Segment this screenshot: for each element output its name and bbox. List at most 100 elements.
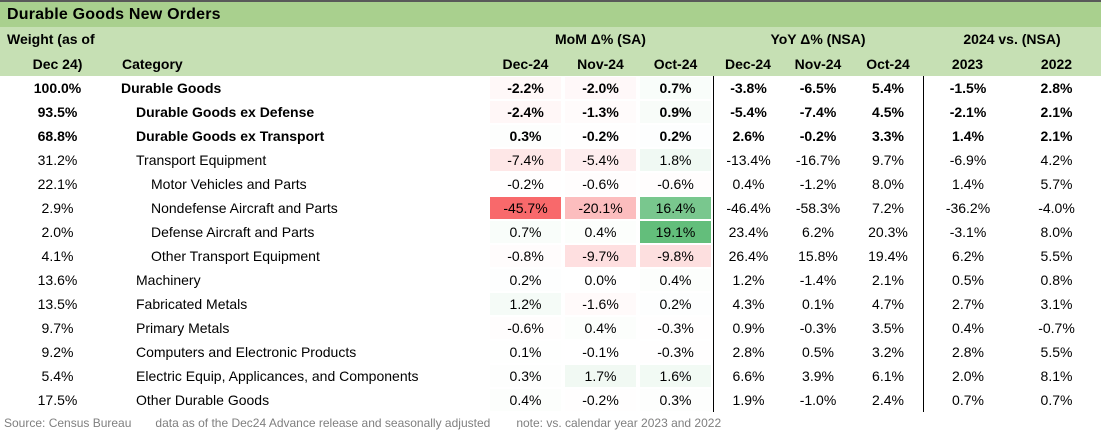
mom-value-cell: -0.3% bbox=[638, 316, 713, 340]
conditional-format-box: 1.6% bbox=[640, 365, 711, 387]
mom-value-cell: -20.1% bbox=[563, 196, 638, 220]
conditional-format-box: 0.4% bbox=[565, 317, 636, 339]
conditional-format-box: 0.2% bbox=[640, 125, 711, 147]
yoy-value-cell: 8.0% bbox=[872, 176, 904, 192]
yoy-value-cell: 4.3% bbox=[713, 292, 783, 316]
vs-value-cell: 2.1% bbox=[1040, 128, 1073, 144]
mom-value-cell: -0.6% bbox=[563, 172, 638, 196]
conditional-format-box: -2.2% bbox=[490, 77, 561, 99]
yoy-value-cell: -7.4% bbox=[799, 104, 837, 120]
column-header-mom-oct24: Oct-24 bbox=[653, 55, 698, 72]
yoy-value-cell: 9.7% bbox=[872, 152, 904, 168]
vs-value-cell: 0.5% bbox=[923, 268, 1012, 292]
mom-value-cell: 0.4% bbox=[563, 316, 638, 340]
mom-value-cell: -2.2% bbox=[488, 76, 563, 100]
category-header: Category bbox=[122, 55, 183, 72]
yoy-value-cell: 4.7% bbox=[872, 296, 904, 312]
vs-value-cell: 2.0% bbox=[923, 364, 1012, 388]
conditional-format-box: -45.7% bbox=[490, 197, 561, 219]
conditional-format-box: -7.4% bbox=[490, 149, 561, 171]
conditional-format-box: -0.6% bbox=[640, 173, 711, 195]
conditional-format-box: -2.4% bbox=[490, 101, 561, 123]
comparison-note: note: vs. calendar year 2023 and 2022 bbox=[516, 416, 722, 430]
yoy-value-cell: 0.1% bbox=[802, 296, 834, 312]
weight-cell: 2.0% bbox=[41, 224, 74, 240]
mom-value-cell: 1.7% bbox=[563, 364, 638, 388]
conditional-format-box: 19.1% bbox=[640, 221, 711, 243]
weight-cell: 22.1% bbox=[37, 176, 78, 192]
yoy-value-cell: 5.4% bbox=[872, 80, 904, 96]
conditional-format-box: 1.2% bbox=[490, 293, 561, 315]
vs-value-cell: 3.1% bbox=[1040, 296, 1073, 312]
yoy-value-cell: 2.6% bbox=[713, 124, 783, 148]
conditional-format-box: -0.8% bbox=[490, 245, 561, 267]
mom-value-cell: 1.6% bbox=[638, 364, 713, 388]
vs-value-cell: -4.0% bbox=[1038, 200, 1075, 216]
mom-value-cell: 0.4% bbox=[488, 388, 563, 412]
vs-value-cell: 4.2% bbox=[1040, 152, 1073, 168]
column-group-2024vs: 2024 vs. (NSA) bbox=[963, 31, 1061, 47]
mom-value-cell: 0.1% bbox=[488, 340, 563, 364]
yoy-value-cell: 6.2% bbox=[802, 224, 834, 240]
category-cell: Nondefense Aircraft and Parts bbox=[151, 200, 338, 216]
mom-value-cell: 0.3% bbox=[488, 124, 563, 148]
footer-note: Source: Census Bureau data as of the Dec… bbox=[0, 412, 1101, 434]
column-header-mom-dec24: Dec-24 bbox=[502, 55, 549, 72]
yoy-value-cell: 2.8% bbox=[713, 340, 783, 364]
mom-value-cell: -0.3% bbox=[638, 340, 713, 364]
mom-value-cell: 0.0% bbox=[563, 268, 638, 292]
conditional-format-box: 0.4% bbox=[490, 389, 561, 411]
yoy-value-cell: -16.7% bbox=[795, 152, 841, 168]
yoy-value-cell: 0.5% bbox=[802, 344, 834, 360]
vs-value-cell: 2.8% bbox=[1040, 80, 1073, 96]
header-column-row: Dec 24) Category Dec-24 Nov-24 Oct-24 De… bbox=[0, 51, 1101, 76]
conditional-format-box: 0.3% bbox=[490, 365, 561, 387]
yoy-value-cell: -6.5% bbox=[799, 80, 837, 96]
category-cell: Primary Metals bbox=[136, 320, 230, 336]
conditional-format-box: 0.4% bbox=[565, 221, 636, 243]
yoy-value-cell: 15.8% bbox=[798, 248, 838, 264]
conditional-format-box: 16.4% bbox=[640, 197, 711, 219]
report-title: Durable Goods New Orders bbox=[7, 5, 221, 23]
category-cell: Machinery bbox=[136, 272, 201, 288]
yoy-value-cell: -1.2% bbox=[799, 176, 837, 192]
mom-value-cell: -2.4% bbox=[488, 100, 563, 124]
weight-cell: 9.2% bbox=[41, 344, 74, 360]
category-cell: Durable Goods ex Defense bbox=[136, 104, 315, 120]
mom-value-cell: -0.2% bbox=[563, 124, 638, 148]
yoy-value-cell: 3.9% bbox=[802, 368, 834, 384]
conditional-format-box: 0.2% bbox=[640, 293, 711, 315]
mom-value-cell: -1.6% bbox=[563, 292, 638, 316]
mom-value-cell: -9.8% bbox=[638, 244, 713, 268]
vs-value-cell: -36.2% bbox=[923, 196, 1012, 220]
vs-value-cell: 6.2% bbox=[923, 244, 1012, 268]
yoy-value-cell: -1.4% bbox=[799, 272, 837, 288]
conditional-format-box: -0.3% bbox=[640, 341, 711, 363]
mom-value-cell: 0.3% bbox=[638, 388, 713, 412]
vs-value-cell: -3.1% bbox=[923, 220, 1012, 244]
column-header-yoy-dec24: Dec-24 bbox=[725, 55, 771, 72]
table-body: 100.0% Durable Goods -2.2% -2.0% 0.7% -3.8% -6… bbox=[0, 76, 1101, 412]
conditional-format-box: 1.7% bbox=[565, 365, 636, 387]
category-cell: Fabricated Metals bbox=[136, 296, 248, 312]
mom-value-cell: 0.2% bbox=[638, 292, 713, 316]
vs-value-cell: 1.4% bbox=[923, 124, 1012, 148]
conditional-format-box: -2.0% bbox=[565, 77, 636, 99]
conditional-format-box: 0.0% bbox=[565, 269, 636, 291]
conditional-format-box: -0.2% bbox=[565, 389, 636, 411]
yoy-value-cell: 3.3% bbox=[872, 128, 904, 144]
conditional-format-box: -9.7% bbox=[565, 245, 636, 267]
mom-value-cell: 1.2% bbox=[488, 292, 563, 316]
conditional-format-box: -1.6% bbox=[565, 293, 636, 315]
mom-value-cell: 0.7% bbox=[488, 220, 563, 244]
mom-value-cell: -9.7% bbox=[563, 244, 638, 268]
conditional-format-box: 0.2% bbox=[490, 269, 561, 291]
vs-value-cell: -2.1% bbox=[923, 100, 1012, 124]
yoy-value-cell: -0.3% bbox=[799, 320, 837, 336]
vs-value-cell: 0.7% bbox=[1040, 392, 1073, 408]
yoy-value-cell: 19.4% bbox=[868, 248, 908, 264]
source-note: Source: Census Bureau bbox=[4, 416, 132, 430]
yoy-value-cell: 4.5% bbox=[872, 104, 904, 120]
yoy-value-cell: -5.4% bbox=[713, 100, 783, 124]
